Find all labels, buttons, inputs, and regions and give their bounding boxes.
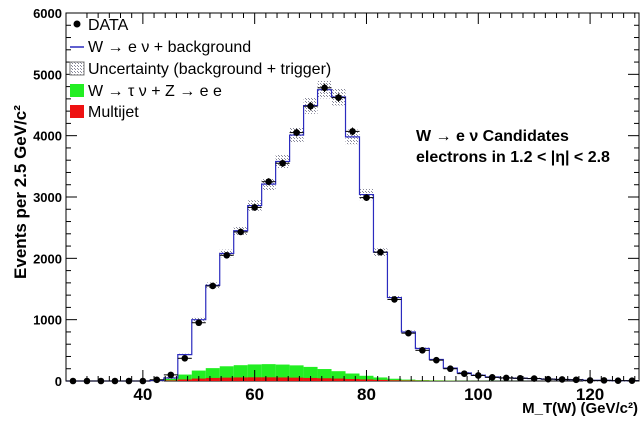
legend-label-ewk: W → τ ν + Z → e e (88, 83, 222, 100)
y-tick-label: 2000 (33, 251, 62, 266)
data-point (209, 282, 217, 290)
y-tick-label: 0 (55, 374, 62, 389)
y-tick-label: 5000 (33, 67, 62, 82)
x-tick-label: 40 (133, 385, 152, 404)
multijet-bar (275, 377, 290, 381)
legend-marker-multijet (70, 105, 84, 118)
y-tick-label: 4000 (33, 129, 62, 144)
ewk-bar (191, 370, 206, 381)
ewk-bar (401, 379, 416, 381)
data-point (349, 128, 356, 135)
multijet-bar (345, 379, 360, 381)
x-axis-label: M_T(W) (GeV/c²) (522, 400, 638, 417)
y-tick-label: 6000 (33, 6, 62, 21)
data-point (433, 356, 440, 364)
x-tick-label: 100 (464, 385, 492, 404)
data-point (181, 355, 189, 362)
legend-label-mc: W → e ν + background (88, 39, 251, 56)
data-point (516, 374, 524, 382)
ewk-bar (177, 374, 192, 381)
ewk-bar (387, 378, 402, 381)
y-tick-label: 1000 (33, 313, 62, 328)
multijet-bar (387, 380, 402, 381)
data-point (195, 319, 203, 327)
multijet-bar (289, 377, 304, 381)
multijet-bar (373, 379, 388, 381)
multijet-bar (205, 377, 220, 381)
ewk-fill-layer (149, 364, 528, 381)
ewk-bar (429, 380, 444, 381)
ewk-bar (163, 378, 178, 381)
ewk-bar (373, 377, 388, 381)
multijet-bar (177, 379, 192, 381)
legend-marker-ewk (70, 84, 84, 97)
ewk-bar (289, 365, 304, 381)
multijet-bar (163, 380, 178, 381)
data-point (279, 159, 286, 167)
data-point (488, 374, 496, 381)
legend-marker-data (73, 20, 81, 28)
axis-ticks-layer: 40 60 80 100 120 0 1000 2000 3000 4000 5000 6000 (33, 6, 639, 404)
ewk-bar (345, 373, 360, 381)
data-point (572, 376, 580, 384)
data-point (600, 377, 608, 384)
data-point (558, 376, 566, 383)
data-point (293, 129, 300, 136)
ewk-bar (205, 368, 220, 381)
legend-label-data: DATA (88, 17, 129, 34)
y-tick-label: 3000 (33, 190, 62, 205)
data-point (321, 84, 328, 92)
x-tick-label: 80 (357, 385, 376, 404)
data-point (125, 377, 133, 385)
multijet-bar (317, 378, 332, 381)
legend-label-uncertainty: Uncertainty (background + trigger) (88, 61, 331, 78)
data-point (237, 228, 244, 236)
data-point (153, 376, 161, 384)
data-point (167, 371, 175, 379)
data-point (265, 178, 272, 185)
ewk-bar (317, 369, 332, 381)
data-point (391, 296, 398, 303)
x-tick-label: 60 (245, 385, 264, 404)
annotation-line-1: W → e ν Candidates (416, 128, 569, 145)
multijet-bar (331, 378, 346, 381)
data-point (447, 365, 454, 373)
data-point (307, 102, 314, 110)
data-point (97, 377, 105, 385)
ewk-bar (331, 371, 346, 381)
data-point (111, 377, 119, 385)
data-point (335, 94, 342, 101)
data-point (405, 329, 412, 337)
data-point (544, 375, 552, 383)
annotation-line-2: electrons in 1.2 < |η| < 2.8 (416, 149, 610, 166)
data-points-layer (66, 83, 639, 385)
uncertainty-band-layer (149, 80, 639, 382)
ewk-bar (261, 364, 276, 381)
data-point (419, 347, 426, 354)
multijet-bar (233, 377, 248, 381)
y-axis-label: Events per 2.5 GeV/c² (11, 105, 30, 279)
data-point (223, 251, 231, 259)
data-point (377, 248, 384, 256)
data-point (461, 370, 468, 377)
multijet-bar (261, 377, 276, 381)
data-point (363, 194, 370, 201)
ewk-bar (233, 365, 248, 381)
x-tick-label: 120 (576, 385, 604, 404)
data-point (502, 374, 510, 382)
legend-label-multijet: Multijet (88, 104, 139, 121)
data-point (614, 377, 622, 384)
legend: DATA W → e ν + background Uncertainty (b… (69, 17, 331, 121)
ewk-bar (303, 366, 318, 381)
data-point (251, 204, 258, 211)
ewk-bar (219, 366, 234, 381)
ewk-bar (275, 364, 290, 381)
legend-marker-uncertainty (69, 61, 85, 76)
multijet-bar (219, 377, 234, 381)
